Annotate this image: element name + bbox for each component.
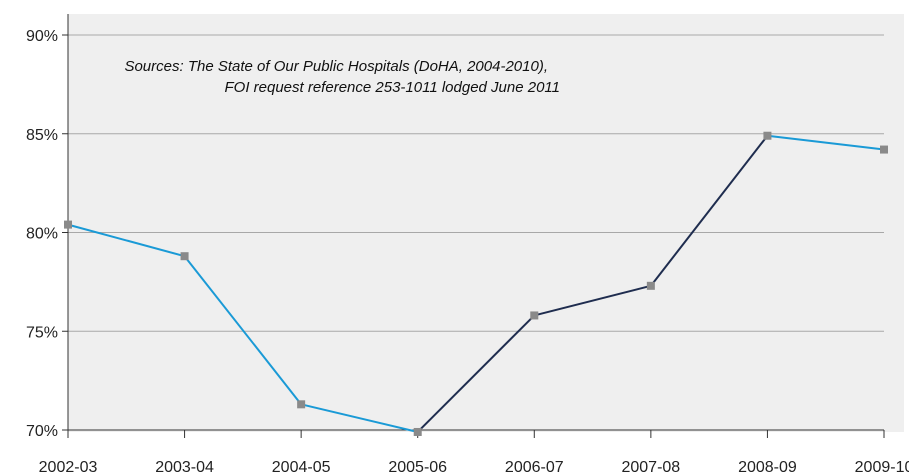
y-tick-label: 75%: [26, 324, 58, 341]
data-markers: [64, 131, 888, 436]
data-point-2005-06: [413, 427, 422, 436]
data-point-2008-09: [763, 131, 772, 140]
data-point-2004-05: [297, 400, 306, 409]
data-point-2003-04: [180, 252, 189, 261]
gridlines: [68, 34, 884, 332]
series-segment: [67, 223, 185, 258]
y-tick-label: 90%: [26, 28, 58, 45]
y-tick-label: 85%: [26, 127, 58, 144]
x-tick-label: 2003-04: [155, 459, 214, 475]
series-segment: [767, 134, 885, 151]
x-tick-labels: 2002-03 2003-04 2004-05 2005-06 2006-07 2007-…: [39, 430, 909, 475]
x-tick-label: 2009-10: [855, 459, 909, 475]
series-segment: [300, 403, 418, 433]
series-segment: [650, 135, 769, 287]
source-note-line-1: Sources: The State of Our Public Hospita…: [124, 58, 548, 75]
series-segment: [183, 255, 302, 405]
x-tick-label: 2008-09: [738, 459, 797, 475]
plot-background: [68, 14, 904, 432]
y-tick-label: 80%: [26, 226, 58, 243]
series-segment: [534, 284, 652, 317]
x-tick-label: 2002-03: [39, 459, 98, 475]
data-series: [67, 134, 885, 433]
source-note-line-2: FOI request reference 253-1011 lodged Ju…: [224, 79, 560, 96]
data-point-2009-10: [880, 145, 888, 154]
x-tick-label: 2006-07: [505, 459, 564, 475]
data-point-2002-03: [64, 220, 72, 229]
x-tick-label: 2004-05: [272, 459, 331, 475]
x-tick-label: 2005-06: [388, 459, 447, 475]
data-point-2006-07: [530, 311, 539, 320]
x-tick-label: 2007-08: [621, 459, 680, 475]
data-point-2007-08: [646, 281, 655, 290]
y-tick-label: 70%: [26, 423, 58, 440]
y-tick-labels: 90% 85% 80% 75% 70%: [26, 28, 68, 440]
series-segment: [417, 314, 535, 433]
